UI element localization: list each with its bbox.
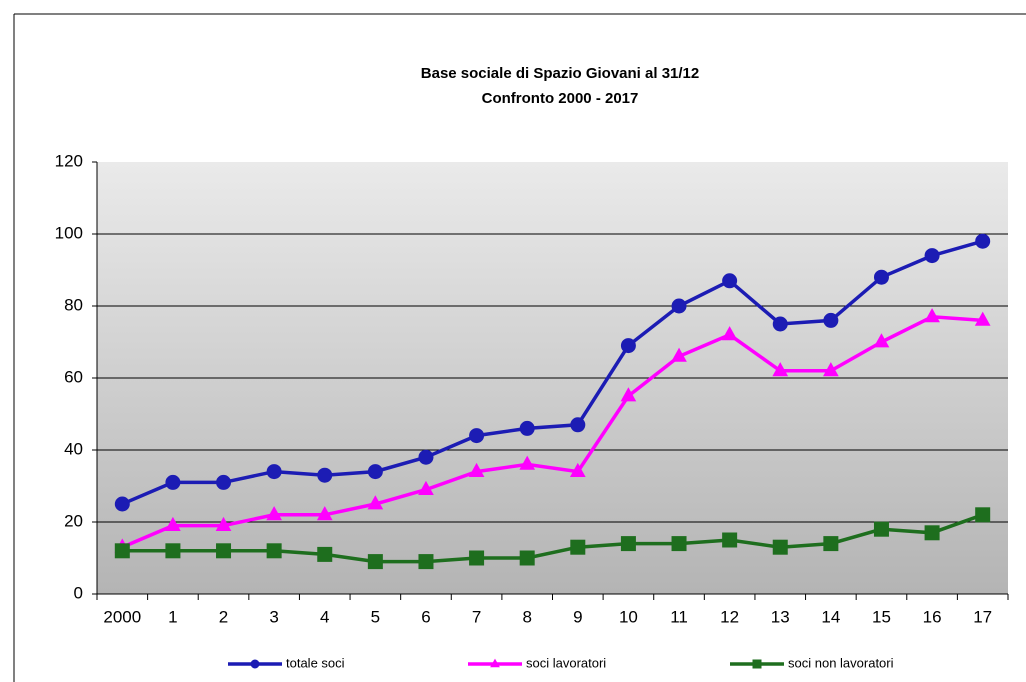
marker <box>250 659 260 669</box>
y-tick-label: 40 <box>64 439 83 458</box>
marker <box>216 543 232 559</box>
marker <box>114 543 130 559</box>
x-tick-label: 6 <box>421 607 430 626</box>
marker <box>722 273 738 289</box>
marker <box>873 269 889 285</box>
marker <box>620 536 636 552</box>
marker <box>317 467 333 483</box>
marker <box>468 462 485 477</box>
marker <box>469 550 485 566</box>
marker <box>570 417 586 433</box>
marker <box>165 516 181 531</box>
marker <box>519 455 536 470</box>
x-tick-label: 17 <box>973 607 992 626</box>
x-tick-label: 13 <box>771 607 790 626</box>
marker <box>975 507 991 523</box>
marker <box>418 554 434 570</box>
marker <box>974 311 991 326</box>
series-line <box>121 315 983 549</box>
marker <box>924 248 940 264</box>
y-tick-label: 80 <box>64 295 83 314</box>
legend-label: soci lavoratori <box>526 655 606 670</box>
marker <box>418 449 434 465</box>
marker <box>620 387 637 402</box>
marker <box>317 546 333 562</box>
marker <box>772 316 788 332</box>
legend-label: soci non lavoratori <box>788 655 894 670</box>
marker <box>367 495 384 510</box>
marker <box>570 539 586 555</box>
x-tick-label: 2000 <box>103 607 141 626</box>
y-tick-label: 20 <box>64 511 83 530</box>
marker <box>620 338 636 354</box>
marker <box>165 474 181 490</box>
marker <box>924 308 940 323</box>
marker <box>823 362 839 377</box>
marker <box>752 659 762 669</box>
marker <box>671 298 687 314</box>
x-tick-label: 15 <box>872 607 891 626</box>
marker <box>671 347 687 362</box>
marker <box>721 326 738 341</box>
marker <box>873 333 890 348</box>
x-tick-label: 9 <box>573 607 582 626</box>
marker <box>772 362 789 377</box>
marker <box>772 539 788 555</box>
marker <box>671 536 687 552</box>
marker <box>114 496 130 512</box>
marker <box>924 525 940 541</box>
marker <box>367 554 383 570</box>
marker <box>569 462 586 477</box>
y-tick-label: 60 <box>64 367 83 386</box>
x-tick-label: 4 <box>320 607 329 626</box>
x-tick-label: 1 <box>168 607 177 626</box>
series-line <box>122 513 984 564</box>
marker <box>266 506 282 521</box>
x-tick-label: 10 <box>619 607 638 626</box>
legend-label: totale soci <box>286 655 345 670</box>
series-line <box>121 239 984 506</box>
marker <box>316 506 333 521</box>
x-tick-label: 14 <box>821 607 840 626</box>
chart-title: Base sociale di Spazio Giovani al 31/12 <box>421 65 699 82</box>
marker <box>216 474 232 490</box>
marker <box>722 532 738 548</box>
marker <box>519 420 535 436</box>
y-tick-label: 120 <box>55 151 83 170</box>
marker <box>873 521 889 537</box>
marker <box>823 312 839 328</box>
x-tick-label: 11 <box>670 607 688 626</box>
x-tick-label: 16 <box>923 607 942 626</box>
marker <box>469 428 485 444</box>
x-tick-label: 2 <box>219 607 228 626</box>
marker <box>215 516 232 531</box>
x-tick-label: 8 <box>522 607 531 626</box>
marker <box>266 464 282 480</box>
chart-subtitle: Confronto 2000 - 2017 <box>482 90 639 107</box>
marker <box>266 543 282 559</box>
x-tick-label: 12 <box>720 607 739 626</box>
marker <box>490 658 500 668</box>
marker <box>418 480 434 495</box>
marker <box>519 550 535 566</box>
marker <box>823 536 839 552</box>
y-tick-label: 0 <box>74 583 83 602</box>
x-tick-label: 3 <box>269 607 278 626</box>
marker <box>975 233 991 249</box>
x-tick-label: 5 <box>371 607 380 626</box>
marker <box>367 464 383 480</box>
marker <box>165 543 181 559</box>
x-tick-label: 7 <box>472 607 481 626</box>
y-tick-label: 100 <box>55 223 83 242</box>
